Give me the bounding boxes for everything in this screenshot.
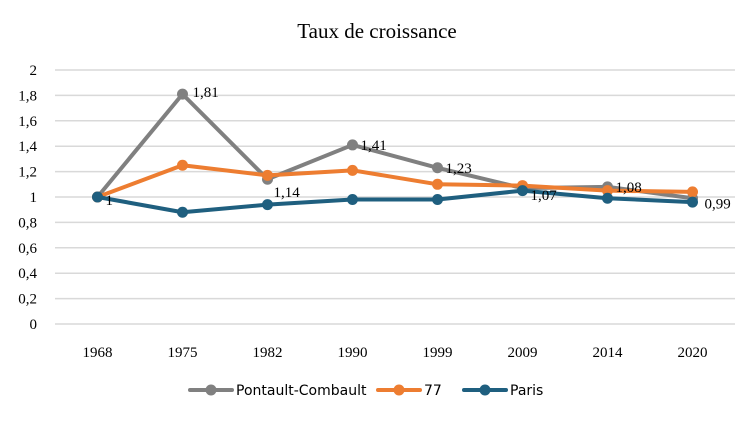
data-point (687, 196, 698, 208)
data-point (177, 159, 188, 171)
x-tick-label: 1982 (253, 345, 283, 361)
x-tick-label: 2009 (508, 345, 538, 361)
data-point (432, 194, 443, 206)
y-tick-label: 2 (30, 63, 38, 79)
data-label: 1,08 (616, 180, 642, 196)
data-point (262, 169, 273, 181)
x-tick-label: 1975 (168, 345, 198, 361)
data-label: 1,14 (274, 185, 301, 201)
series-line-77 (96, 163, 693, 199)
y-tick-label: 0,2 (18, 292, 37, 308)
y-tick-label: 1,4 (18, 139, 37, 155)
y-tick-label: 1,2 (18, 165, 37, 181)
data-point (177, 206, 188, 218)
legend-marker (393, 384, 405, 396)
y-tick-label: 0,6 (18, 241, 37, 257)
legend-label: Paris (510, 383, 543, 399)
data-point (517, 185, 528, 197)
data-label: 1,41 (361, 138, 387, 154)
legend-label: 77 (424, 383, 442, 399)
data-label: 1,07 (531, 188, 558, 204)
y-tick-label: 1 (30, 190, 38, 206)
data-point (602, 185, 613, 197)
y-tick-label: 0 (30, 317, 38, 333)
data-point (177, 88, 188, 100)
data-point (432, 162, 443, 174)
y-tick-label: 0,8 (18, 215, 37, 231)
data-point (602, 192, 613, 204)
data-point (92, 191, 103, 203)
data-label: 1 (106, 193, 114, 209)
legend-marker (205, 384, 217, 396)
data-point (432, 178, 443, 190)
series-line-Pontault-Combault (95, 92, 693, 201)
data-label: 1,23 (446, 161, 472, 177)
legend-marker (479, 384, 491, 396)
data-point (262, 199, 273, 211)
y-tick-label: 1,8 (18, 88, 37, 104)
data-point (347, 194, 358, 206)
data-point (347, 139, 358, 151)
y-tick-label: 0,4 (18, 266, 37, 282)
x-tick-label: 2014 (593, 345, 624, 361)
y-tick-label: 1,6 (18, 114, 37, 130)
x-tick-label: 2020 (678, 345, 708, 361)
x-tick-label: 1990 (338, 345, 368, 361)
data-label: 0,99 (705, 196, 731, 212)
legend-label: Pontault-Combault (236, 383, 367, 399)
data-label: 1,81 (193, 85, 219, 101)
chart-title: Taux de croissance (297, 19, 456, 43)
x-tick-label: 1999 (423, 345, 453, 361)
series-line-Paris (97, 188, 693, 215)
data-point (687, 186, 698, 198)
x-tick-label: 1968 (83, 345, 113, 361)
data-point (347, 164, 358, 176)
